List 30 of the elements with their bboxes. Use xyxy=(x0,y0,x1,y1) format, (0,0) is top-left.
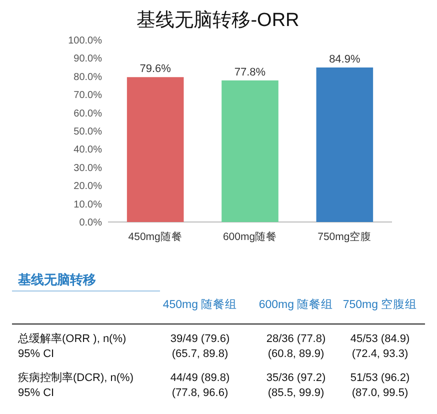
x-tick-label: 600mg随餐 xyxy=(222,231,278,243)
y-tick-label: 10.0% xyxy=(74,199,102,210)
y-tick-label: 50.0% xyxy=(74,126,102,138)
text: 28/36 (77.8) (60.8, 89.9) xyxy=(266,333,326,360)
x-tick-label: 750mg空腹 xyxy=(318,230,372,243)
data-label: 84.9% xyxy=(329,53,360,66)
y-tick-label: 30.0% xyxy=(74,162,102,174)
text: 44/49 (89.8) (77.8, 96.6) xyxy=(170,372,230,399)
y-tick-label: 100.0% xyxy=(68,36,102,46)
data-label: 79.6% xyxy=(140,63,172,76)
text: 600mg 随餐组 xyxy=(258,298,334,311)
text: 450mg 随餐组 xyxy=(162,298,238,311)
y-tick-label: 90.0% xyxy=(74,54,102,65)
y-tick-label: 0.0% xyxy=(79,218,102,228)
chart-title: 基线无脑转移-ORR xyxy=(136,10,300,31)
y-tick-label: 80.0% xyxy=(74,72,102,83)
y-tick-label: 60.0% xyxy=(74,108,102,120)
text: 39/49 (79.6) (65.7, 89.8) xyxy=(170,333,230,360)
x-tick-label: 450mg随餐 xyxy=(128,231,182,243)
text: 750mg 空腹组 xyxy=(342,297,418,311)
y-tick-label: 20.0% xyxy=(74,181,102,192)
text: 35/36 (97.2) (85.5, 99.9) xyxy=(266,372,326,399)
text: 总缓解率(ORR ), n(%) 95% CI xyxy=(17,332,126,360)
text: 45/53 (84.9) (72.4, 93.3) xyxy=(350,333,410,360)
y-tick-label: 70.0% xyxy=(74,90,102,102)
text: 基线无脑转移 xyxy=(17,272,96,287)
text: 疾病控制率(DCR), n(%) 95% CI xyxy=(18,371,134,399)
y-tick-label: 40.0% xyxy=(74,144,102,156)
data-label: 77.8% xyxy=(234,66,266,78)
text: 51/53 (96.2) (87.0, 99.5) xyxy=(350,372,410,399)
